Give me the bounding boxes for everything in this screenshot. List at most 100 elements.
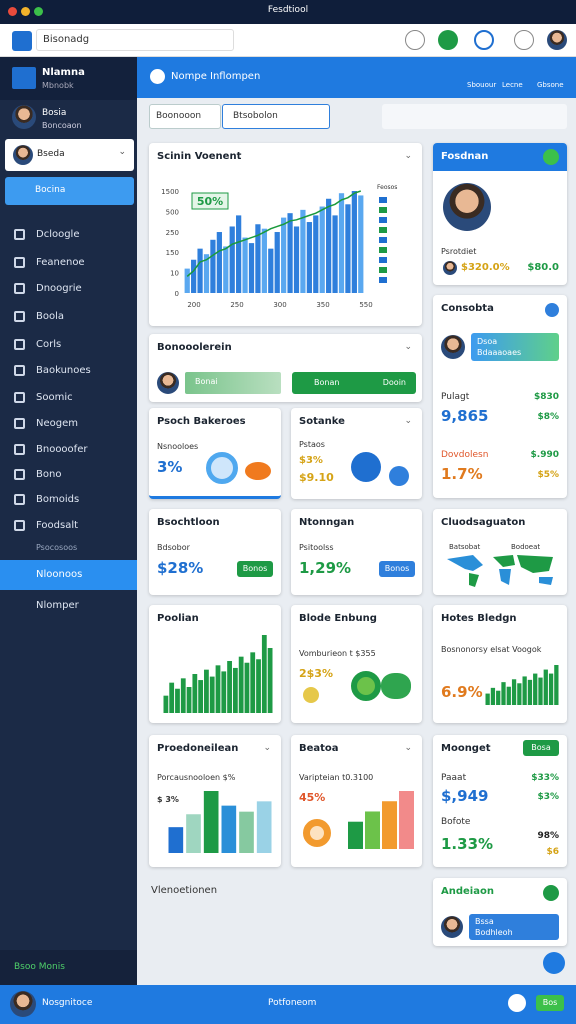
main-chart: 1500 500 250 150 10 0 200 250 300 350 550 50% Feosos (161, 184, 397, 309)
value: $5% (537, 470, 559, 480)
button[interactable]: Bosa (523, 740, 559, 756)
map-card: Cluodsaguaton Batsobat Bodoeat (433, 509, 567, 595)
decoration (12, 105, 36, 129)
sidebar-item[interactable]: Baokunoes (36, 365, 91, 376)
decoration (351, 452, 381, 482)
decoration (474, 30, 494, 50)
sidebar-item[interactable]: Boola (36, 311, 65, 322)
bsoch-card: Bsochtloon Bdsobor $28% Bonos (149, 509, 281, 595)
sidebar-item[interactable]: Feanenoe (36, 257, 85, 268)
card-sub: Porcausnooloen $% (157, 773, 236, 782)
decoration (545, 303, 559, 317)
button[interactable]: Bonos (237, 561, 273, 577)
button[interactable]: Bonos (379, 561, 415, 577)
sidebar-icon (14, 469, 25, 480)
sidebar-item[interactable]: Dcloogle (36, 229, 80, 240)
poolian-chart (163, 635, 273, 713)
bar (485, 693, 490, 705)
y-tick-label: 500 (166, 208, 179, 216)
card-value: 6.9% (441, 683, 483, 701)
card-value: 3% (157, 458, 183, 476)
decoration (303, 687, 319, 703)
value: $3% (537, 792, 559, 802)
active-button[interactable]: Bocina (5, 177, 134, 205)
sidebar-item[interactable]: Neogem (36, 418, 78, 429)
legend-swatch (379, 227, 387, 233)
sidebar-item[interactable]: Dnoogrie (36, 283, 82, 294)
header-title: Nompe Inflompen (171, 71, 261, 82)
sidebar-item[interactable]: Bomoids (36, 494, 80, 505)
decoration (150, 69, 165, 84)
mini-card-sub: Bodhleoh (475, 928, 513, 937)
decoration (21, 7, 30, 16)
fab[interactable] (543, 952, 565, 974)
select[interactable]: Bseda ⌄ (5, 139, 134, 171)
decoration (34, 7, 43, 16)
bar (527, 679, 533, 705)
bar (215, 665, 221, 713)
card-title: Sotanke (299, 416, 345, 427)
sidebar-item[interactable]: Soomic (36, 392, 73, 403)
bar (184, 268, 190, 293)
bar (232, 667, 238, 713)
decoration: ⌄ (404, 151, 412, 161)
bar (511, 679, 517, 705)
bar (186, 687, 192, 713)
button-text: Bonan (314, 378, 340, 387)
bar (533, 673, 538, 705)
bar (209, 676, 215, 713)
bar (255, 224, 261, 293)
bar (197, 248, 203, 293)
filter-tab[interactable]: Boonooon (149, 104, 221, 129)
ntonn-card: Ntonngan Psitoolss 1,29% Bonos (291, 509, 422, 595)
bar (522, 676, 527, 705)
brand-sub: Mbnobk (42, 81, 74, 90)
sidebar-selected[interactable]: Nloonoos (36, 569, 83, 580)
sidebar-item[interactable]: Bono (36, 469, 62, 480)
bar (236, 215, 242, 293)
decoration (245, 462, 271, 480)
hotes-chart (485, 665, 559, 705)
label: Dovdolesn (441, 450, 489, 460)
andei-card: Andeiaon Bssa Bodhleoh (433, 878, 567, 946)
card-label: Psrotdiet (441, 247, 477, 256)
card-sub: Bosnonorsy elsat Voogok (441, 645, 542, 654)
team-button[interactable]: Bonan Dooin (292, 372, 416, 394)
value: $,949 (441, 787, 489, 805)
bottom-center[interactable]: Potfoneom (268, 998, 317, 1008)
card-title: Moonget (441, 743, 491, 754)
legend-swatch (379, 247, 387, 253)
blode-card: Blode Enbung Vomburieon t $355 2$3% (291, 605, 422, 723)
bar (351, 191, 357, 293)
search-box[interactable]: Bisonadg (36, 29, 234, 51)
decoration (206, 452, 238, 484)
card-value: $320.0% (461, 262, 510, 273)
badge: 50% (197, 195, 223, 208)
sidebar-item[interactable]: Corls (36, 339, 62, 350)
sidebar-item[interactable]: Foodsalt (36, 520, 79, 531)
card-title: Fosdnan (441, 151, 489, 162)
bar (261, 228, 267, 293)
sidebar-footer-item[interactable]: Nlomper (36, 600, 79, 611)
select-text: Bseda (37, 149, 65, 159)
card-title: Bsochtloon (157, 517, 220, 528)
bottom-button[interactable]: Bos (536, 995, 564, 1011)
value: 98% (537, 831, 559, 841)
header-action: Lecne (502, 81, 523, 89)
sidebar-footer[interactable]: Bsoo Monis (14, 962, 65, 972)
decoration: ⌄ (404, 743, 412, 753)
bar (192, 674, 198, 713)
filter-select[interactable]: Btsobolon (222, 104, 330, 129)
x-tick-label: 300 (273, 301, 286, 309)
decoration (381, 673, 411, 699)
sidebar-item[interactable]: Bnoooofer (36, 444, 88, 455)
decoration (443, 183, 491, 231)
bar (548, 673, 554, 705)
card-sub: Nsnooloes (157, 442, 199, 451)
card-title: Beatoa (299, 743, 339, 754)
sidebar-icon (14, 494, 25, 505)
value: $.990 (530, 450, 559, 460)
header: Nompe Inflompen Sbouour Lecne Gbsone (137, 57, 576, 98)
bar (274, 232, 280, 293)
decoration (539, 577, 553, 585)
